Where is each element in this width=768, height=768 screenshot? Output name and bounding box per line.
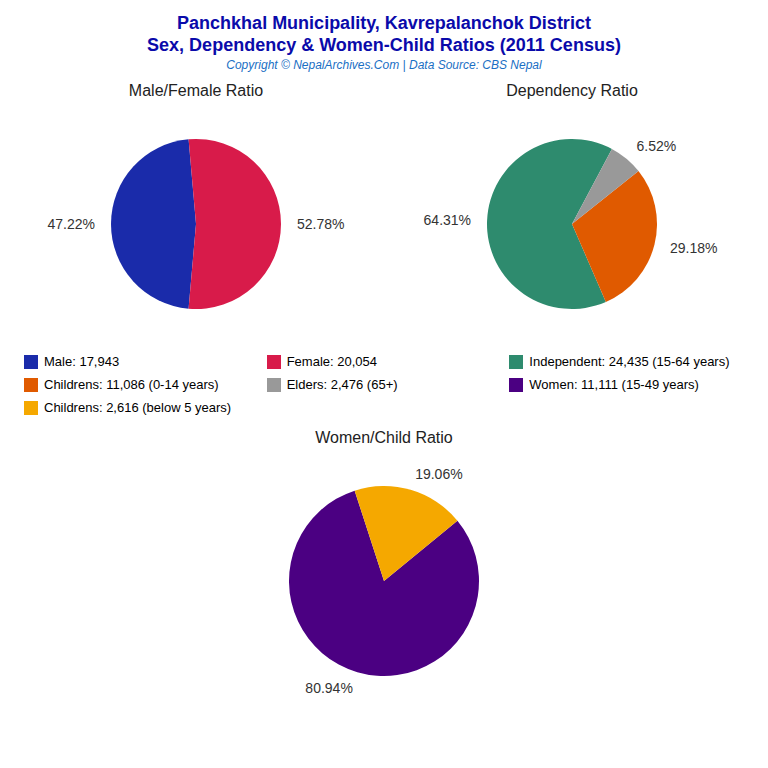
svg-text:64.31%: 64.31%	[424, 212, 471, 228]
svg-text:80.94%: 80.94%	[305, 680, 352, 696]
svg-text:29.18%: 29.18%	[670, 240, 717, 256]
html-text:Elders: 2,476 (65+): Elders: 2,476 (65+)	[286, 377, 398, 392]
svg-text:52.78%: 52.78%	[297, 216, 344, 232]
html-text:Sex, Dependency & Women-Child: Sex, Dependency & Women-Child Ratios (20…	[147, 35, 621, 55]
html-text:Childrens: 11,086 (0-14 years): Childrens: 11,086 (0-14 years)	[44, 377, 219, 392]
svg-text:19.06%: 19.06%	[415, 466, 462, 482]
html-text:Dependency Ratio: Dependency Ratio	[506, 82, 638, 99]
html-text:Male/Female Ratio: Male/Female Ratio	[128, 82, 264, 99]
svg-text:47.22%: 47.22%	[48, 216, 95, 232]
html-text:Male: 17,943: Male: 17,943	[44, 354, 120, 369]
html-text:Copyright © NepalArchives.Com: Copyright © NepalArchives.Com | Data Sou…	[226, 58, 542, 72]
html-text:Women: 11,111 (15-49 years): Women: 11,111 (15-49 years)	[529, 377, 699, 392]
html-text:Female: 20,054: Female: 20,054	[286, 354, 377, 369]
svg-text:6.52%: 6.52%	[637, 138, 677, 154]
html-text:Childrens: 2,616 (below 5 year: Childrens: 2,616 (below 5 years)	[44, 400, 232, 415]
html-text:Panchkhal Municipality, Kavrep: Panchkhal Municipality, Kavrepalanchok D…	[177, 13, 591, 33]
html-text:Independent: 24,435 (15-64 yea: Independent: 24,435 (15-64 years)	[529, 354, 730, 369]
html-text:Women/Child Ratio: Women/Child Ratio	[315, 429, 453, 446]
